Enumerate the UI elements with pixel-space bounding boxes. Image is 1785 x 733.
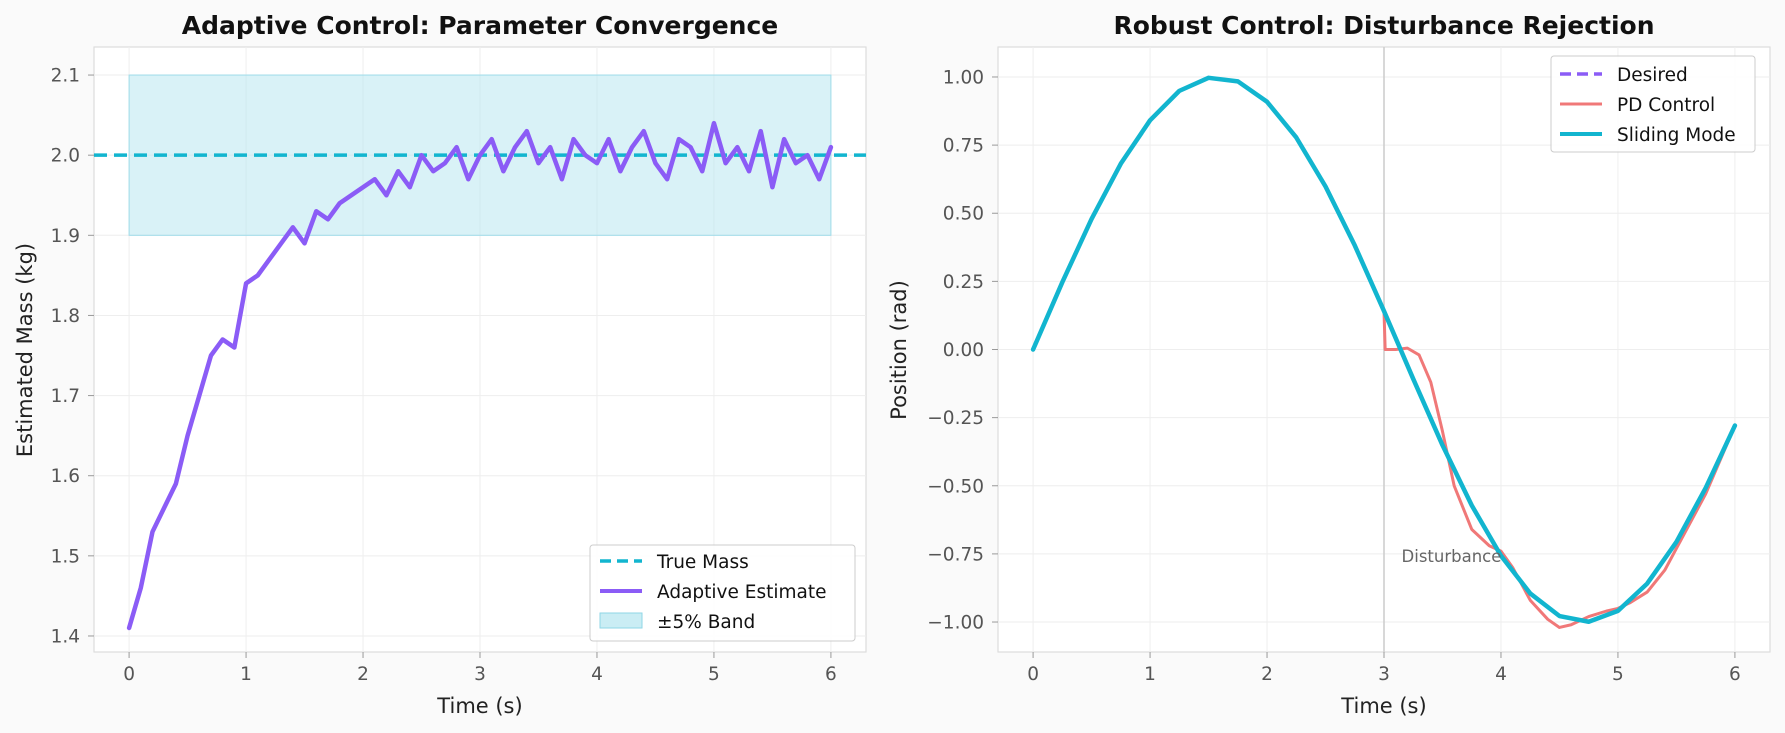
disturbance-annotation: Disturbance [1402,547,1502,566]
chart-title: Robust Control: Disturbance Rejection [1113,11,1654,40]
y-tick-label: −0.75 [927,544,984,565]
x-tick-label: 4 [591,664,603,685]
x-tick-label: 2 [1261,664,1273,685]
y-tick-label: −0.25 [927,408,984,429]
legend-entry-band: ±5% Band [657,612,755,633]
legend-entry-true-mass: True Mass [656,552,749,573]
series-line-adaptive-estimate [126,120,834,631]
x-tick-label: 6 [825,664,837,685]
x-tick-label: 5 [708,664,720,685]
legend-entry-desired: Desired [1617,65,1688,86]
x-tick-label: 1 [1144,664,1156,685]
x-tick-label: 5 [1612,664,1624,685]
series-line-sliding-mode [1030,75,1738,624]
x-tick-label: 3 [1378,664,1390,685]
tick-labels: 0 1 2 3 4 5 6 −1.00 −0.75 −0.50 −0.25 0.00 0.25 0.50 0… [927,67,1741,685]
x-tick-label: 3 [474,664,486,685]
robust-control-chart: 0 1 2 3 4 5 6 −1.00 −0.75 −0.50 −0.25 0.00 0.25 0.50 0… [887,11,1771,718]
x-tick-label: 1 [240,664,252,685]
x-tick-label: 6 [1729,664,1741,685]
legend: Desired PD Control Sliding Mode [1550,55,1756,153]
y-tick-label: 0.00 [943,340,984,361]
legend: True Mass Adaptive Estimate ±5% Band [589,544,856,642]
y-axis-label: Position (rad) [887,280,911,420]
legend-marker-band [599,612,643,629]
tick-labels: 0 1 2 3 4 5 6 1.4 1.5 1.6 1.7 1.8 1.9 2.0 2.1 [51,66,837,685]
x-tick-label: 4 [1495,664,1507,685]
y-tick-label: 1.00 [943,67,984,88]
x-axis-label: Time (s) [1340,694,1426,718]
y-axis-label: Estimated Mass (kg) [13,243,37,457]
chart-title: Adaptive Control: Parameter Convergence [182,11,779,40]
adaptive-control-chart: 0 1 2 3 4 5 6 1.4 1.5 1.6 1.7 1.8 1.9 2.0 2.1 Adaptive… [13,11,867,718]
y-tick-label: 1.8 [51,306,80,327]
legend-entry-adaptive-estimate: Adaptive Estimate [657,582,826,603]
y-tick-label: 0.75 [943,136,984,157]
series-layer [1030,75,1738,629]
legend-entry-sliding-mode: Sliding Mode [1617,125,1736,146]
y-tick-label: 1.9 [51,226,80,247]
y-tick-label: −0.50 [927,476,984,497]
y-tick-label: 0.50 [943,204,984,225]
y-tick-label: 1.7 [51,386,80,407]
y-tick-label: −1.00 [927,613,984,634]
legend-entry-pd-control: PD Control [1617,95,1715,116]
legend-box [589,544,856,642]
x-tick-label: 0 [1027,664,1039,685]
y-tick-label: 2.1 [51,66,80,87]
y-tick-label: 1.4 [51,626,80,647]
x-tick-label: 0 [123,664,135,685]
series-layer [94,120,866,631]
y-tick-label: 1.6 [51,466,80,487]
x-tick-label: 2 [357,664,369,685]
x-axis-label: Time (s) [436,694,522,718]
y-tick-label: 0.25 [943,272,984,293]
legend-box [1550,55,1756,153]
y-tick-label: 1.5 [51,546,80,567]
y-tick-label: 2.0 [51,146,80,167]
